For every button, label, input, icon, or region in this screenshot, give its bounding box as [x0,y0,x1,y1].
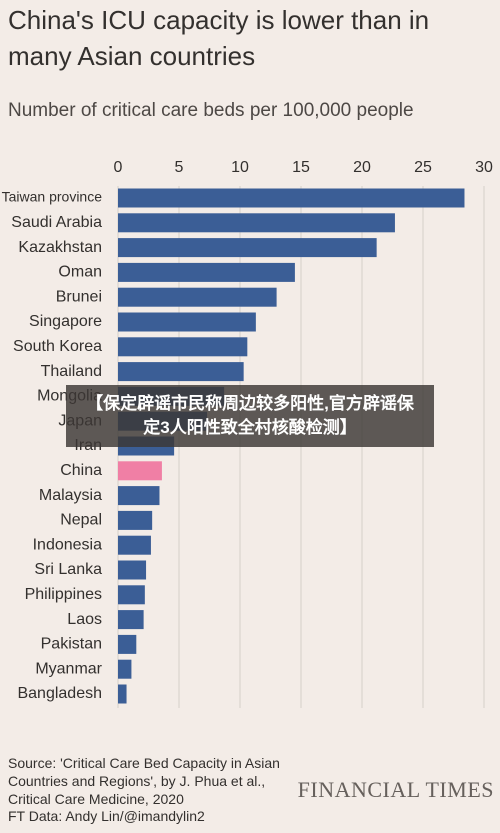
y-tick-label: Myanmar [35,660,102,677]
credit: FT Data: Andy Lin/@imandylin2 [8,808,205,824]
bar [118,461,162,481]
bar [118,510,153,530]
x-tick-label: 0 [114,159,123,176]
bar [118,362,244,382]
y-tick-label: Brunei [56,288,102,305]
bar [118,337,248,357]
y-tick-label: Indonesia [33,536,102,553]
y-tick-label: Philippines [25,586,102,603]
y-tick-label: Thailand [41,363,102,380]
bar [118,560,147,580]
y-tick-label: Singapore [29,313,102,330]
y-tick-label: Bangladesh [17,685,102,702]
y-tick-label: Taiwan province [2,189,103,205]
y-tick-label: Laos [67,611,102,628]
bar [118,188,465,208]
y-tick-label: Saudi Arabia [11,214,102,231]
x-tick-label: 20 [353,159,371,176]
chart-subtitle: Number of critical care beds per 100,000… [8,100,414,121]
x-tick-label: 30 [475,159,493,176]
y-tick-label: Pakistan [41,636,102,653]
y-tick-label: Malaysia [39,487,102,504]
bar [118,287,277,307]
bar [118,535,151,555]
y-tick-label: Nepal [60,512,102,529]
x-tick-label: 15 [292,159,310,176]
bar [118,262,295,282]
bar [118,610,144,630]
y-tick-label: China [60,462,102,479]
x-tick-label: 5 [175,159,184,176]
x-tick-label: 25 [414,159,432,176]
y-tick-label: South Korea [13,338,102,355]
source-note: Source: 'Critical Care Bed Capacity in A… [8,755,280,807]
bar [118,486,160,506]
y-tick-label: Sri Lanka [34,561,102,578]
bar [118,238,377,258]
y-tick-label: Kazakhstan [18,239,102,256]
y-tick-label: Oman [58,264,102,281]
bar [118,684,127,704]
logo: FINANCIAL TIMES [297,777,494,802]
bar [118,634,137,654]
banner: 【保定辟谣市民称周边较多阳性,官方辟谣保定3人阳性致全村核酸检测】 [66,385,434,447]
bar [118,312,256,332]
chart-title: China's ICU capacity is lower than in ma… [8,5,430,71]
bar [118,585,145,605]
x-tick-label: 10 [231,159,249,176]
banner-text: 【保定辟谣市民称周边较多阳性,官方辟谣保定3人阳性致全村核酸检测】 [86,394,414,437]
bar [118,213,395,233]
bar [118,659,132,679]
